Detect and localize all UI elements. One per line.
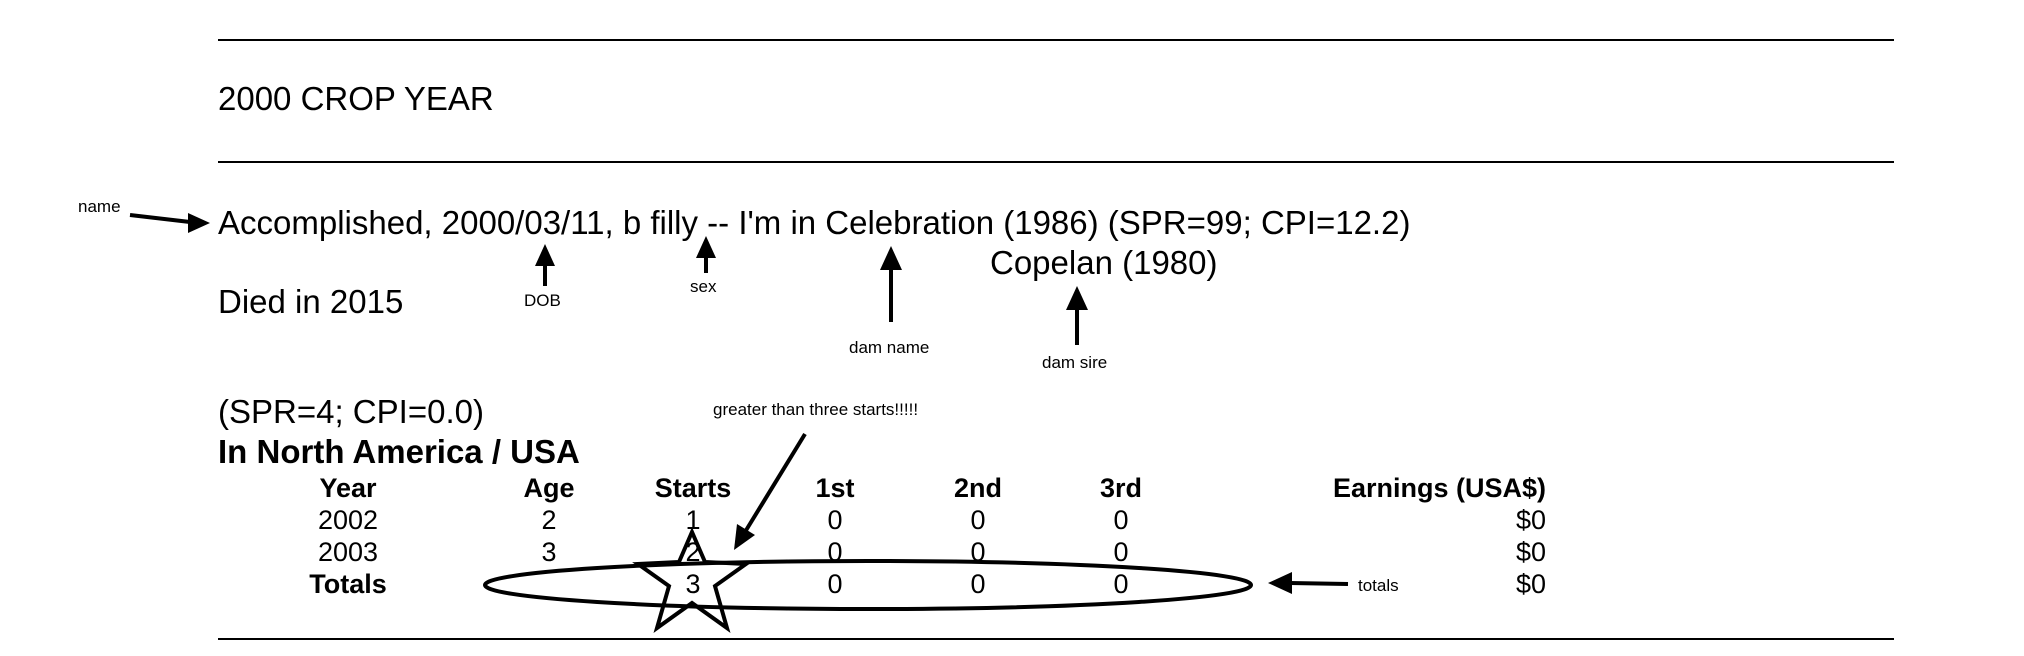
mid-rule xyxy=(218,161,1894,163)
table-row-cell: 2002 xyxy=(317,505,379,535)
header-starts: Starts xyxy=(654,473,732,503)
table-row-cell: 0 xyxy=(970,537,986,567)
horse-line: Accomplished, 2000/03/11, b filly -- I'm… xyxy=(218,204,1411,241)
table-row-cell: 0 xyxy=(827,537,843,567)
annotation-starts-note: greater than three starts!!!!! xyxy=(713,400,919,419)
table-row-cell: 2 xyxy=(541,505,557,535)
annotation-totals: totals xyxy=(1358,576,1399,595)
top-rule xyxy=(218,39,1894,41)
totals-cell: 0 xyxy=(827,569,843,599)
region-heading: In North America / USA xyxy=(218,433,580,470)
sex-arrow xyxy=(696,236,716,273)
table-row-cell: 0 xyxy=(1113,505,1129,535)
totals-arrow xyxy=(1268,572,1349,594)
annotation-dam-sire: dam sire xyxy=(1042,353,1108,372)
starts-note-arrow xyxy=(734,432,807,550)
table-row-cell: 0 xyxy=(827,505,843,535)
annotation-name: name xyxy=(78,197,121,216)
dam-name-arrow xyxy=(880,246,902,322)
dam-sire-text: Copelan (1980) xyxy=(990,244,1218,281)
table-row-cell: $0 xyxy=(1515,505,1546,535)
table-row-cell: 0 xyxy=(1113,537,1129,567)
header-earnings: Earnings (USA$) xyxy=(1332,473,1546,503)
header-2nd: 2nd xyxy=(953,473,1002,503)
header-1st: 1st xyxy=(815,473,855,503)
table-row-cell: 3 xyxy=(541,537,557,567)
totals-cell: 3 xyxy=(685,569,701,599)
table-row-cell: $0 xyxy=(1515,537,1546,567)
totals-cell: 0 xyxy=(970,569,986,599)
rating-text: (SPR=4; CPI=0.0) xyxy=(218,393,484,430)
died-text: Died in 2015 xyxy=(218,283,404,320)
crop-year-heading: 2000 CROP YEAR xyxy=(218,80,494,117)
star-icon xyxy=(632,526,752,633)
annotation-sex: sex xyxy=(690,277,717,296)
dob-arrow xyxy=(535,244,555,286)
annotation-dam-name: dam name xyxy=(849,338,930,357)
totals-label: Totals xyxy=(309,569,387,599)
totals-ellipse xyxy=(483,559,1253,611)
totals-cell: 0 xyxy=(1113,569,1129,599)
table-row-cell: 2003 xyxy=(317,537,379,567)
table-row-cell: 1 xyxy=(685,505,701,535)
header-3rd: 3rd xyxy=(1099,473,1143,503)
header-year: Year xyxy=(319,473,377,503)
totals-cell: $0 xyxy=(1515,569,1546,599)
annotation-dob: DOB xyxy=(524,291,561,310)
name-arrow xyxy=(129,213,210,233)
bottom-rule xyxy=(218,638,1894,640)
table-row-cell: 0 xyxy=(970,505,986,535)
dam-sire-arrow xyxy=(1066,286,1088,345)
header-age: Age xyxy=(523,473,575,503)
